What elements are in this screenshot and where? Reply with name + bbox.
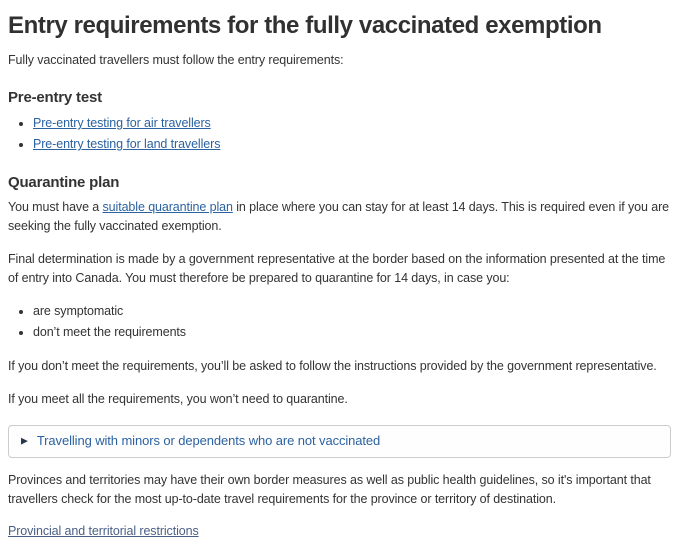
quarantine-conditions-list: are symptomatic don’t meet the requireme… [8, 301, 671, 343]
quarantine-paragraph-1: You must have a suitable quarantine plan… [8, 198, 671, 237]
link-provincial-territorial-restrictions[interactable]: Provincial and territorial restrictions [8, 524, 199, 539]
heading-pre-entry-test: Pre-entry test [8, 88, 102, 106]
triangle-right-icon: ▶ [21, 435, 28, 446]
pre-entry-test-link-list: Pre-entry testing for air travellers Pre… [8, 113, 671, 155]
provincial-restrictions-row: Provincial and territorial restrictions [8, 522, 671, 541]
intro-text: Fully vaccinated travellers must follow … [8, 52, 344, 67]
provinces-paragraph: Provinces and territories may have their… [8, 472, 651, 507]
link-pre-entry-testing-air[interactable]: Pre-entry testing for air travellers [33, 115, 211, 130]
link-suitable-quarantine-plan[interactable]: suitable quarantine plan [102, 199, 233, 214]
quarantine-paragraph-2: Final determination is made by a governm… [8, 251, 666, 286]
quarantine-paragraph-4: If you meet all the requirements, you wo… [8, 391, 348, 406]
list-item: Pre-entry testing for air travellers [33, 113, 671, 134]
page-title: Entry requirements for the fully vaccina… [8, 12, 602, 39]
list-item: Pre-entry testing for land travellers [33, 134, 671, 155]
link-pre-entry-testing-land[interactable]: Pre-entry testing for land travellers [33, 136, 221, 151]
paragraph-text: in place where you can stay for at least… [8, 199, 670, 234]
heading-quarantine-plan: Quarantine plan [8, 173, 120, 191]
travelling-with-minors-expander: ▶ Travelling with minors or dependents w… [8, 425, 671, 458]
paragraph-text: You must have a [8, 199, 103, 214]
quarantine-paragraph-3: If you don’t meet the requirements, you’… [8, 359, 657, 374]
list-item: are symptomatic [33, 301, 671, 322]
expander-summary-label: Travelling with minors or dependents who… [36, 433, 381, 449]
list-item: don’t meet the requirements [33, 322, 671, 343]
expander-summary[interactable]: ▶ Travelling with minors or dependents w… [21, 431, 658, 451]
